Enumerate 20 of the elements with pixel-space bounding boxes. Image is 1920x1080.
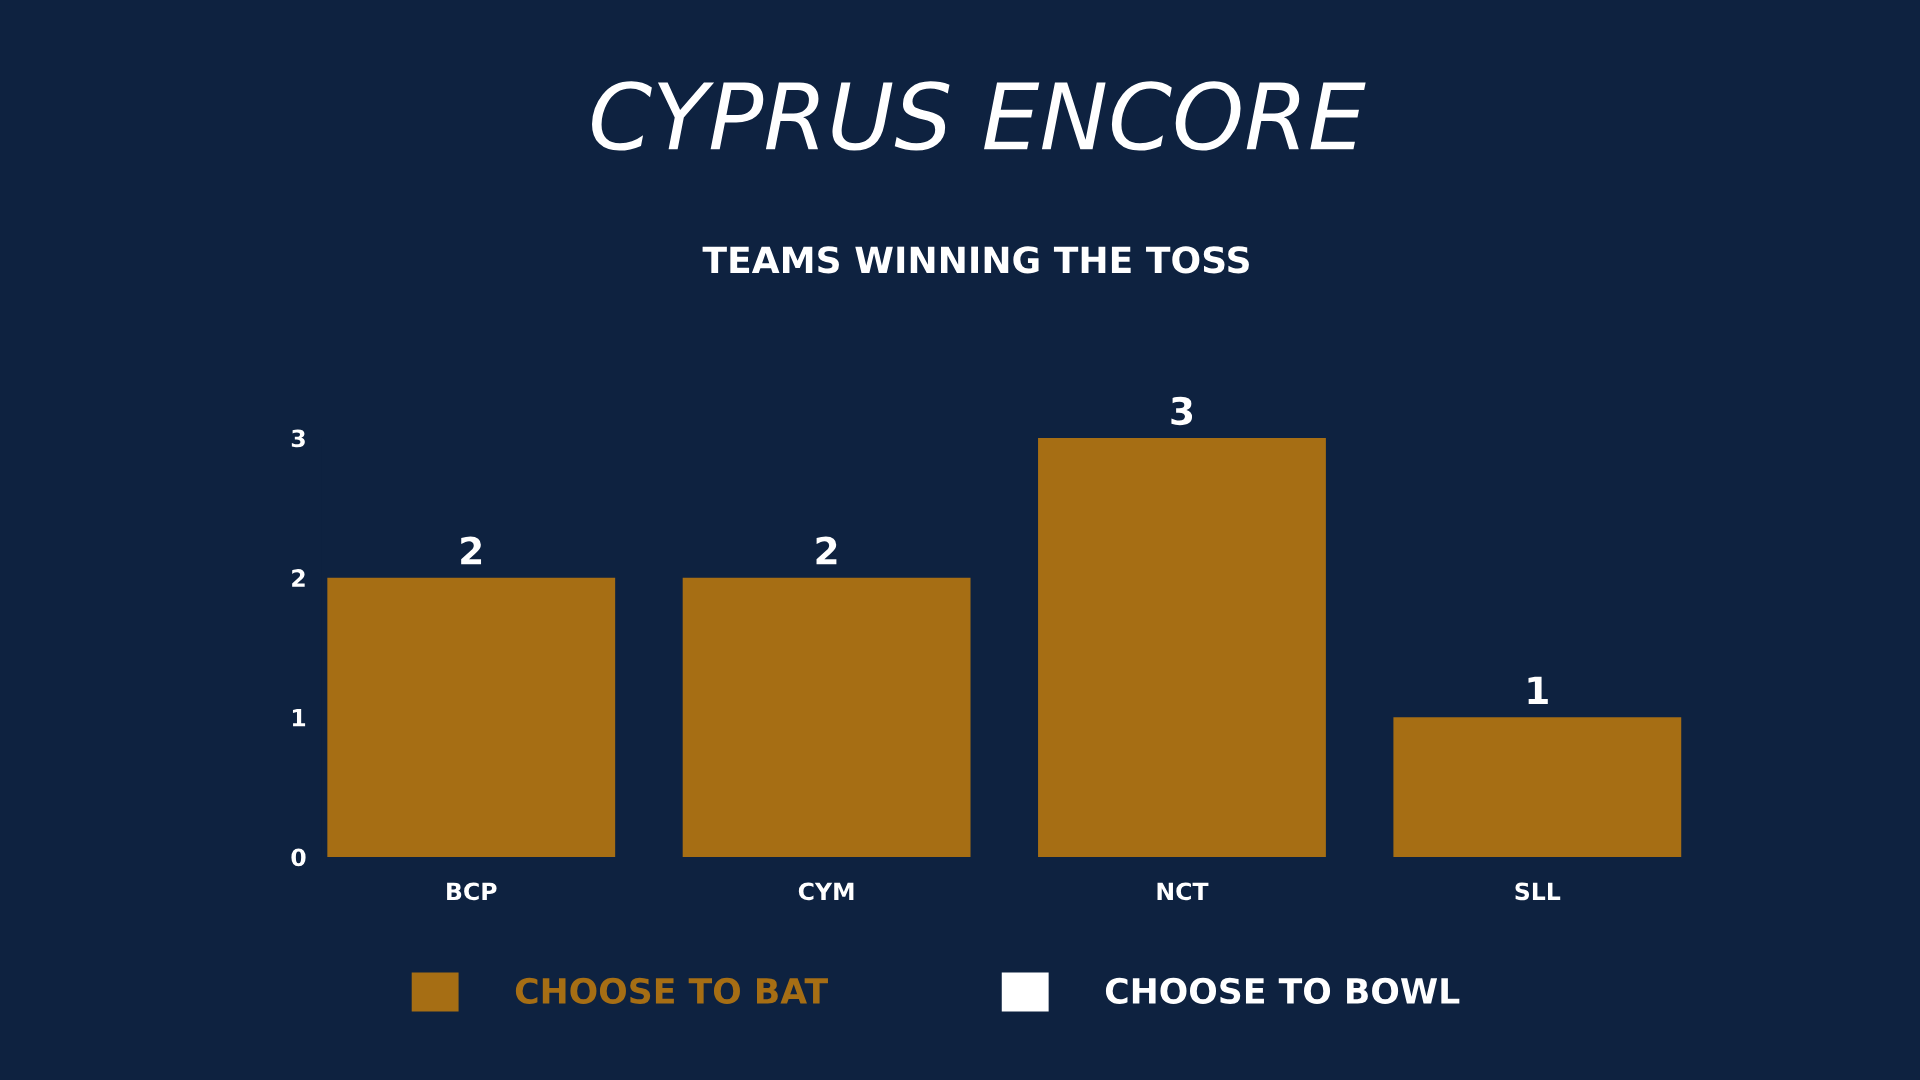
bar <box>682 577 971 857</box>
data-label: 2 <box>461 536 482 565</box>
y-tick-label: 1 <box>292 709 306 727</box>
y-tick-label: 0 <box>291 848 306 867</box>
data-label: 2 <box>816 536 837 565</box>
x-tick-label: SLL <box>1515 882 1561 901</box>
legend-label: CHOOSE TO BOWL <box>1105 977 1460 1005</box>
chart-title: CYPRUS ENCORE <box>592 81 1366 151</box>
data-label: 1 <box>1528 676 1548 704</box>
y-tick-label: 2 <box>292 569 305 587</box>
bar <box>1393 717 1682 857</box>
bar <box>1038 438 1326 857</box>
x-tick-label: NCT <box>1157 882 1209 901</box>
y-tick-label: 3 <box>291 429 305 448</box>
x-tick-label: BCP <box>447 882 497 901</box>
bar <box>327 577 616 857</box>
data-label: 3 <box>1171 396 1193 426</box>
legend-label: CHOOSE TO BAT <box>515 977 828 1005</box>
x-tick-label: CYM <box>798 882 854 901</box>
chart-subtitle: TEAMS WINNING THE TOSS <box>702 246 1249 274</box>
